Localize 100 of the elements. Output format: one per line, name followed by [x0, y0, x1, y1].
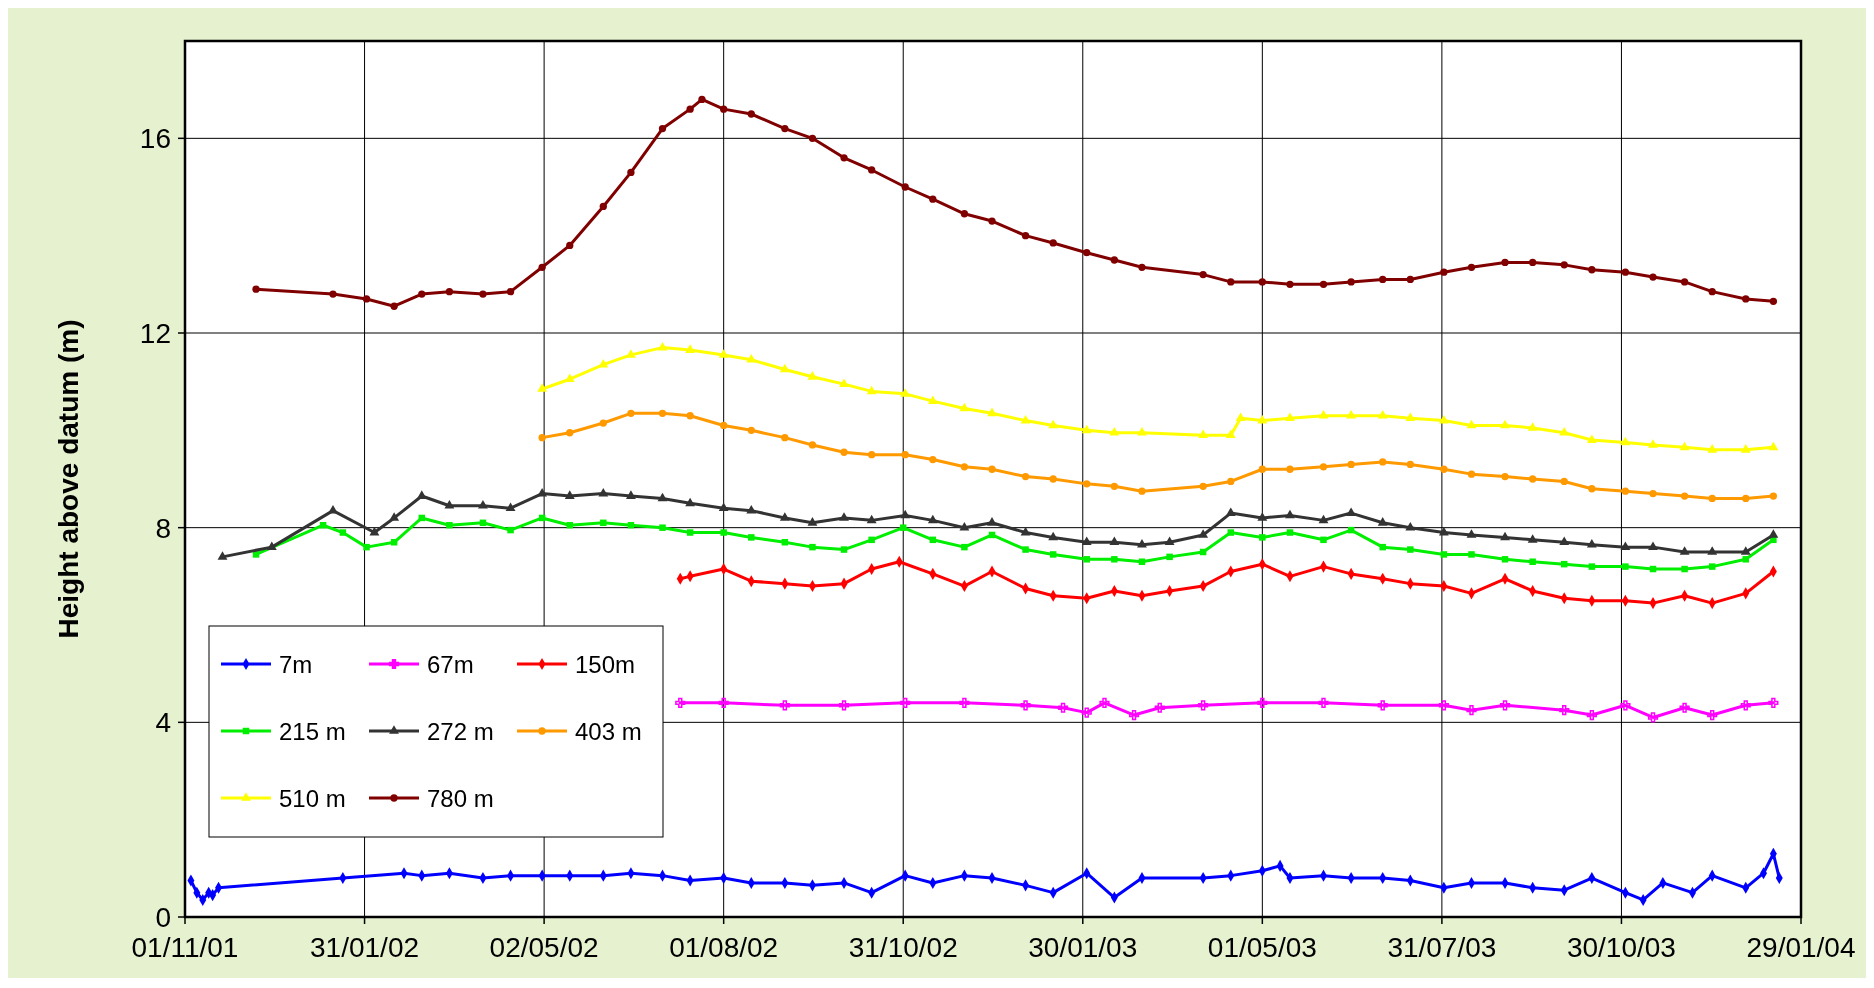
x-tick-label: 30/10/03 — [1566, 932, 1676, 963]
point — [507, 526, 514, 534]
point — [686, 105, 694, 113]
point — [1128, 709, 1140, 721]
point — [1680, 278, 1689, 286]
point — [1405, 412, 1416, 422]
point — [1379, 458, 1387, 466]
y-tick-label: 12 — [139, 318, 171, 349]
y-tick-label: 8 — [155, 512, 171, 544]
point — [478, 500, 488, 509]
point — [959, 697, 970, 708]
point — [446, 521, 453, 529]
point — [1468, 551, 1475, 558]
point — [900, 697, 911, 708]
point — [217, 551, 228, 560]
point — [686, 529, 694, 536]
point — [720, 105, 728, 113]
point — [839, 512, 849, 521]
point — [1081, 424, 1092, 434]
point — [698, 95, 706, 104]
point — [838, 700, 850, 711]
point — [1346, 507, 1357, 516]
y-tick-label: 0 — [155, 902, 171, 933]
point — [1021, 472, 1030, 481]
point — [839, 378, 849, 387]
point — [1257, 512, 1268, 521]
point — [266, 541, 277, 550]
point — [566, 429, 574, 437]
point — [1560, 477, 1568, 486]
point — [781, 124, 789, 133]
point — [746, 504, 757, 514]
point — [369, 526, 380, 536]
point — [566, 241, 574, 250]
point — [1405, 521, 1416, 531]
point — [1259, 534, 1266, 541]
point — [675, 697, 686, 708]
point — [538, 433, 546, 442]
point — [1466, 529, 1477, 538]
point — [1588, 485, 1596, 493]
point — [659, 524, 666, 531]
point — [840, 154, 848, 162]
point — [1057, 702, 1069, 713]
legend-label: 150m — [575, 651, 636, 678]
point — [1708, 494, 1716, 503]
point — [1681, 565, 1688, 573]
point — [1679, 702, 1690, 713]
point — [809, 543, 816, 551]
point — [627, 409, 635, 417]
point — [1406, 460, 1414, 469]
point — [339, 529, 347, 536]
point — [506, 287, 515, 296]
point — [1346, 410, 1357, 419]
x-tick-label: 29/01/04 — [1746, 932, 1856, 963]
point — [900, 509, 911, 519]
point — [1049, 239, 1057, 247]
point — [1257, 697, 1268, 708]
point — [1647, 712, 1659, 723]
point — [746, 354, 757, 363]
point — [1137, 427, 1147, 436]
point — [988, 217, 996, 225]
point — [1620, 436, 1631, 446]
point — [1020, 414, 1031, 424]
x-tick-label: 31/07/03 — [1387, 932, 1497, 963]
point — [1588, 563, 1596, 570]
point — [1500, 419, 1510, 429]
point — [1227, 477, 1235, 486]
point — [1285, 412, 1295, 422]
point — [1379, 275, 1387, 284]
point — [1648, 541, 1658, 550]
point — [1406, 275, 1414, 284]
point — [1707, 444, 1718, 453]
x-tick-label: 02/05/02 — [489, 932, 599, 963]
point — [868, 536, 875, 544]
point — [1258, 278, 1266, 286]
point — [1154, 702, 1165, 713]
point — [1320, 536, 1327, 544]
point — [363, 543, 370, 551]
point — [658, 124, 667, 133]
point — [1377, 410, 1388, 419]
point — [626, 349, 636, 358]
point — [1227, 529, 1234, 536]
point — [929, 195, 937, 203]
x-tick-label: 31/01/02 — [310, 932, 420, 963]
point — [362, 295, 371, 303]
point — [718, 502, 729, 512]
point — [252, 285, 260, 293]
legend-label: 780 m — [427, 785, 494, 812]
point — [1742, 295, 1750, 303]
point — [779, 700, 790, 711]
y-axis-title: Height above datum (m) — [53, 319, 84, 639]
point — [1083, 249, 1091, 257]
point — [390, 302, 398, 310]
point — [1438, 700, 1449, 711]
point — [445, 287, 454, 296]
point — [1198, 700, 1209, 711]
point — [1318, 410, 1329, 419]
point — [1501, 258, 1509, 267]
point — [959, 521, 970, 531]
point — [1620, 541, 1631, 550]
point — [686, 412, 694, 420]
